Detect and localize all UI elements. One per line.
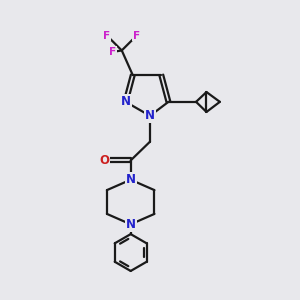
Text: N: N <box>126 218 136 231</box>
Text: F: F <box>133 31 140 40</box>
Text: F: F <box>103 31 110 40</box>
Text: N: N <box>121 95 130 108</box>
Text: F: F <box>109 47 116 57</box>
Text: O: O <box>99 154 109 167</box>
Text: N: N <box>145 109 155 122</box>
Text: N: N <box>126 173 136 186</box>
